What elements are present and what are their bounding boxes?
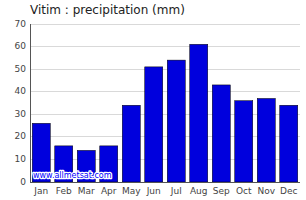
y-tick-label: 70 — [15, 19, 27, 29]
x-tick-label: Mar — [78, 186, 95, 196]
y-tick-label: 30 — [15, 109, 27, 119]
bar — [280, 105, 298, 182]
x-tick-label: Jan — [33, 186, 48, 196]
grid-line — [30, 24, 300, 25]
x-tick-label: Aug — [190, 186, 208, 196]
chart: Vitim : precipitation (mm) 0 10 20 30 40 50 60 7… — [0, 0, 306, 200]
x-axis-line — [30, 182, 300, 183]
bar — [212, 85, 230, 182]
x-tick-label: Apr — [101, 186, 117, 196]
chart-container: Vitim : precipitation (mm) 0 10 20 30 40 50 60 7… — [0, 0, 306, 200]
grid-line — [30, 182, 300, 183]
y-tick-label: 60 — [15, 41, 27, 51]
x-tick-label: Sep — [213, 186, 230, 196]
x-tick-label: Jul — [170, 186, 182, 196]
bar — [190, 44, 208, 182]
y-tick-label: 20 — [15, 131, 27, 141]
y-tick-label: 50 — [15, 64, 27, 74]
bar — [167, 60, 185, 182]
bar — [235, 101, 253, 182]
y-tick-label: 10 — [15, 154, 27, 164]
bar — [257, 98, 275, 182]
x-tick-label: May — [122, 186, 141, 196]
bars — [32, 44, 298, 182]
y-tick-label: 0 — [20, 177, 26, 187]
grid-line — [30, 91, 300, 92]
x-tick-label: Nov — [257, 186, 275, 196]
bar — [145, 67, 163, 182]
y-tick-label: 40 — [15, 86, 27, 96]
x-tick-label: Feb — [56, 186, 72, 196]
grid-line — [30, 46, 300, 47]
grid-line — [30, 69, 300, 70]
annotation: www.allmetsat.com — [33, 171, 112, 180]
y-axis-line — [30, 24, 31, 182]
x-tick-label: Oct — [236, 186, 252, 196]
bar — [122, 105, 140, 182]
y-axis: 0 10 20 30 40 50 60 70 — [15, 19, 300, 187]
x-axis: Jan Feb Mar Apr May Jun Jul Aug Sep Oct Nov Dec — [30, 24, 300, 196]
x-tick-label: Dec — [280, 186, 297, 196]
title: Vitim : precipitation (mm) — [30, 3, 185, 17]
x-tick-label: Jun — [146, 186, 161, 196]
